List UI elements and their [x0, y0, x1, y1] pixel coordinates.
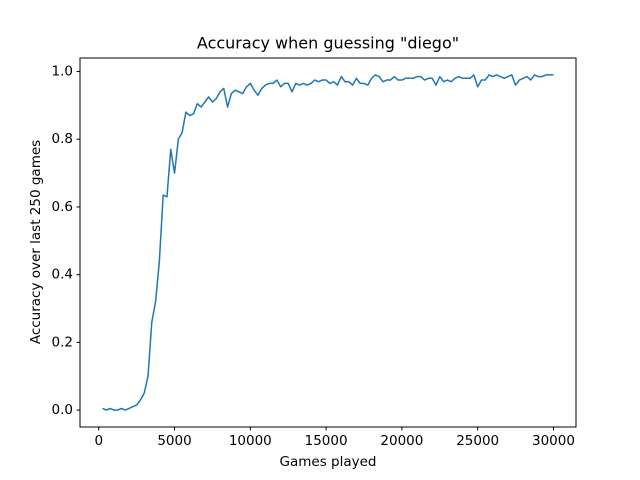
x-axis-label: Games played — [280, 454, 377, 470]
y-tick-label: 1.0 — [52, 64, 73, 80]
x-tick-label: 15000 — [305, 433, 348, 449]
x-tick-label: 30000 — [532, 433, 575, 449]
y-tick-label: 0.4 — [52, 267, 73, 283]
x-tick-label: 5000 — [157, 433, 191, 449]
y-tick-label: 0.2 — [52, 334, 73, 350]
y-tick-label: 0.8 — [52, 131, 73, 147]
y-axis-label: Accuracy over last 250 games — [28, 140, 44, 344]
y-tick-label: 0.6 — [52, 199, 73, 215]
plot-frame — [79, 57, 577, 428]
x-tick-label: 20000 — [380, 433, 423, 449]
x-tick-label: 10000 — [229, 433, 272, 449]
chart-title: Accuracy when guessing "diego" — [197, 34, 459, 53]
x-tick-label: 25000 — [456, 433, 499, 449]
y-tick-label: 0.0 — [52, 402, 73, 418]
data-line — [102, 74, 554, 411]
x-tick-label: 0 — [94, 433, 103, 449]
